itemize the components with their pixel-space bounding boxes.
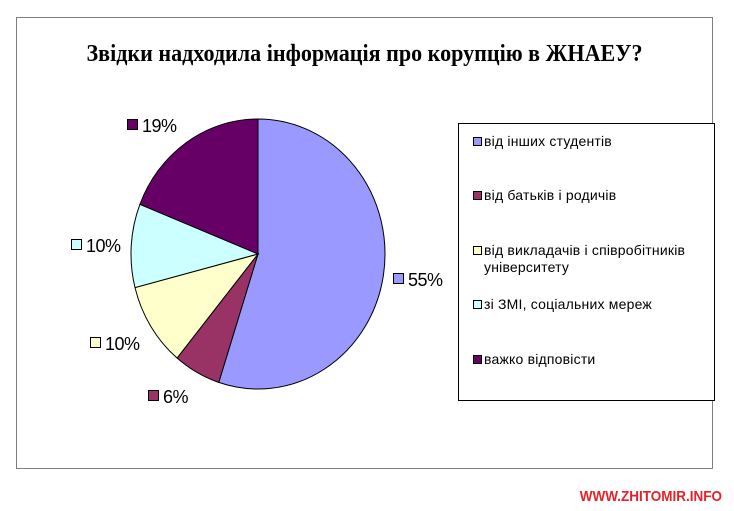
pie-slice-5 <box>139 118 259 255</box>
legend: від інших студентів від батьків і родичів… <box>458 123 715 401</box>
legend-label: від викладачів і співробітників універси… <box>484 242 686 275</box>
legend-swatch <box>473 137 482 146</box>
legend-label: від батьків і родичів <box>484 187 617 203</box>
data-label-text: 19% <box>142 116 177 136</box>
legend-label: важко відповісти <box>484 351 596 367</box>
data-label-text: 10% <box>86 236 121 256</box>
data-label-swatch <box>393 273 404 284</box>
chart-title: Звідки надходила інформація про корупцію… <box>86 41 643 67</box>
data-label-swatch <box>127 119 138 130</box>
data-label-1: 55% <box>393 270 443 290</box>
data-label-swatch <box>71 239 82 250</box>
data-label-4: 10% <box>71 236 121 256</box>
legend-item-5: важко відповісти <box>473 351 709 368</box>
data-label-text: 55% <box>408 270 443 290</box>
data-label-3: 10% <box>90 334 140 354</box>
legend-swatch <box>473 300 482 309</box>
pie-slice-1 <box>218 118 386 390</box>
data-label-swatch <box>90 337 101 348</box>
pie-slice-4 <box>130 203 260 289</box>
legend-item-4: зі ЗМІ, соціальних мереж <box>473 296 709 313</box>
legend-item-2: від батьків і родичів <box>473 187 709 204</box>
legend-label: від інших студентів <box>484 133 612 149</box>
data-label-text: 6% <box>163 387 189 407</box>
watermark: WWW.ZHITOMIR.INFO <box>579 488 722 505</box>
legend-item-1: від інших студентів <box>473 133 709 150</box>
pie-slice-3 <box>134 253 260 359</box>
data-label-5: 19% <box>127 116 177 136</box>
data-label-text: 10% <box>105 334 140 354</box>
legend-label: зі ЗМІ, соціальних мереж <box>484 296 652 312</box>
legend-swatch <box>473 246 482 255</box>
legend-swatch <box>473 355 482 364</box>
data-label-swatch <box>148 390 159 401</box>
legend-swatch <box>473 191 482 200</box>
legend-item-3: від викладачів і співробітників універси… <box>473 242 709 276</box>
data-label-2: 6% <box>148 387 189 407</box>
